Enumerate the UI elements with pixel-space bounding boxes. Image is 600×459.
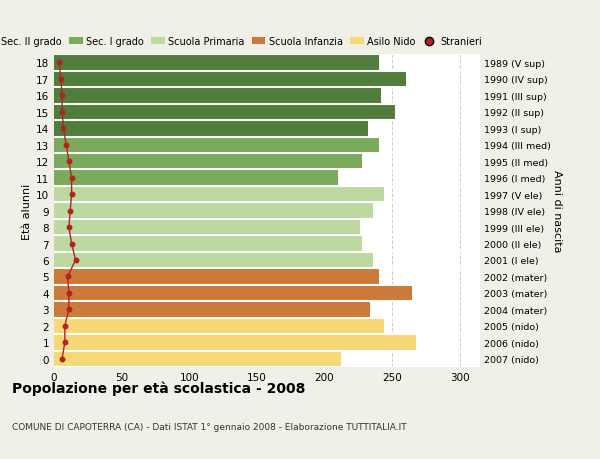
Bar — [54, 286, 412, 301]
Point — [64, 306, 74, 313]
Point — [59, 125, 68, 133]
Point — [61, 142, 71, 149]
Y-axis label: Anni di nascita: Anni di nascita — [552, 170, 562, 252]
Bar — [54, 187, 384, 202]
Point — [67, 191, 76, 198]
Point — [67, 174, 76, 182]
Point — [71, 257, 80, 264]
Bar — [54, 106, 395, 120]
Bar — [54, 336, 416, 350]
Point — [60, 323, 70, 330]
Point — [58, 355, 67, 363]
Point — [64, 224, 74, 231]
Bar — [54, 269, 379, 284]
Bar — [54, 253, 373, 268]
Bar — [54, 138, 379, 153]
Bar — [54, 56, 379, 71]
Bar — [54, 237, 362, 251]
Text: COMUNE DI CAPOTERRA (CA) - Dati ISTAT 1° gennaio 2008 - Elaborazione TUTTITALIA.: COMUNE DI CAPOTERRA (CA) - Dati ISTAT 1°… — [12, 422, 407, 431]
Point — [64, 158, 74, 166]
Point — [65, 207, 75, 215]
Text: Popolazione per età scolastica - 2008: Popolazione per età scolastica - 2008 — [12, 381, 305, 396]
Bar — [54, 155, 362, 169]
Point — [55, 60, 64, 67]
Point — [60, 339, 70, 346]
Point — [64, 290, 74, 297]
Bar — [54, 204, 373, 218]
Point — [56, 76, 65, 84]
Bar — [54, 352, 341, 366]
Bar — [54, 319, 384, 333]
Point — [63, 273, 73, 280]
Y-axis label: Età alunni: Età alunni — [22, 183, 32, 239]
Point — [67, 241, 76, 248]
Bar — [54, 122, 368, 136]
Point — [58, 109, 67, 116]
Point — [58, 92, 67, 100]
Bar — [54, 73, 406, 87]
Bar — [54, 302, 370, 317]
Bar — [54, 171, 338, 185]
Bar — [54, 89, 381, 103]
Bar — [54, 220, 359, 235]
Legend: Sec. II grado, Sec. I grado, Scuola Primaria, Scuola Infanzia, Asilo Nido, Stran: Sec. II grado, Sec. I grado, Scuola Prim… — [0, 37, 482, 47]
